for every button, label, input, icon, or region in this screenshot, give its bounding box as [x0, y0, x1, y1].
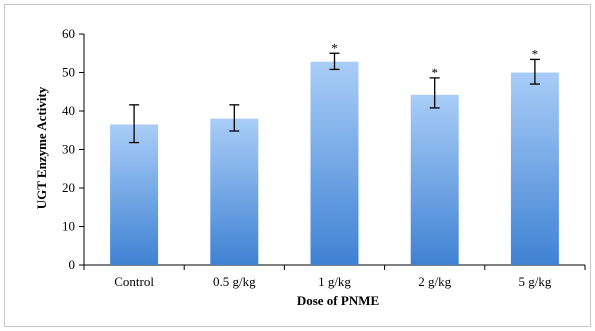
bar [210, 118, 259, 265]
bars [110, 61, 559, 265]
bar [110, 124, 159, 265]
y-axis: 0 10 20 30 40 50 60 [62, 26, 85, 272]
x-tick-label: 2 g/kg [418, 274, 451, 289]
bar [510, 72, 559, 265]
bar [410, 94, 459, 265]
bar [310, 61, 359, 265]
y-tick-label: 10 [62, 219, 75, 234]
significance-star: * [331, 40, 338, 55]
significance-star: * [532, 46, 539, 61]
x-tick-label: 1 g/kg [318, 274, 351, 289]
error-bars [129, 52, 540, 144]
chart-frame [4, 4, 591, 327]
y-axis-title: UGT Enzyme Activity [34, 86, 49, 209]
y-tick-label: 30 [62, 142, 75, 157]
y-tick-label: 60 [62, 26, 75, 41]
significance-markers: * * * [331, 40, 538, 80]
y-tick-label: 40 [62, 103, 75, 118]
x-axis: Control 0.5 g/kg 1 g/kg 2 g/kg 5 g/kg [83, 264, 586, 289]
x-tick-label: 0.5 g/kg [213, 274, 256, 289]
y-tick-label: 20 [62, 180, 75, 195]
x-axis-title: Dose of PNME [297, 293, 379, 308]
x-tick-label: Control [114, 274, 154, 289]
x-tick-label: 5 g/kg [518, 274, 551, 289]
y-tick-label: 0 [69, 257, 76, 272]
significance-star: * [431, 65, 438, 80]
y-tick-label: 50 [62, 65, 75, 80]
